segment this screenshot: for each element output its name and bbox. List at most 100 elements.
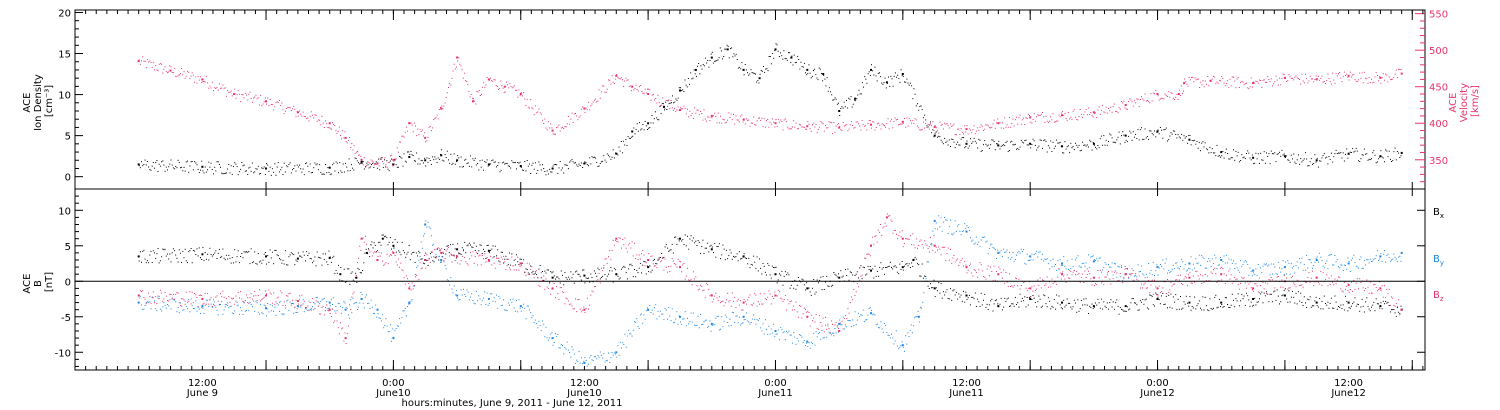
density-ytick-label: 15 (58, 50, 71, 61)
density-point (885, 81, 888, 84)
density-point (487, 163, 490, 166)
by-point (1379, 255, 1382, 258)
by-point (1188, 262, 1191, 265)
bx-point (997, 305, 1000, 308)
velocity-point (360, 158, 363, 161)
by-point (1061, 262, 1063, 265)
by-point (440, 259, 443, 261)
bx-point (551, 276, 554, 279)
bz-point (1347, 283, 1350, 286)
bx-point (456, 248, 459, 251)
velocity-scatter (138, 56, 1402, 168)
bx-point (296, 257, 299, 260)
by-point (424, 223, 427, 226)
density-point (1283, 155, 1286, 158)
bx-point (583, 274, 586, 277)
by-point (137, 301, 140, 304)
legend: Bx By Bz (1433, 207, 1444, 303)
velocity-point (583, 107, 586, 110)
by-point (615, 351, 618, 354)
xtick-time-label: 12:00 (188, 378, 217, 389)
bx-point (1283, 294, 1286, 297)
density-point (137, 163, 140, 166)
bz-point (487, 259, 490, 261)
bx-point (965, 294, 968, 297)
by-point (1283, 266, 1286, 269)
density-point (647, 122, 650, 125)
bx-point (1029, 298, 1032, 300)
density-point (265, 167, 267, 170)
xtick-time-label: 0:00 (382, 378, 404, 389)
by-point (360, 298, 363, 300)
bx-point (1061, 301, 1063, 304)
by-point (392, 337, 395, 340)
velocity-point (424, 136, 427, 139)
velocity-point (1124, 104, 1127, 106)
xtick-time-label: 12:00 (1334, 378, 1363, 389)
density-point (1252, 156, 1255, 159)
velocity-point (1315, 78, 1318, 81)
by-point (742, 315, 745, 318)
by-point (774, 330, 777, 332)
velocity-point (344, 136, 347, 139)
by-point (901, 344, 904, 347)
bz-point (901, 237, 904, 240)
velocity-point (774, 122, 777, 125)
density-point (1061, 145, 1063, 148)
bz-point (710, 294, 713, 297)
bx-point (201, 253, 204, 256)
bx-point (1347, 301, 1350, 304)
by-point (1400, 251, 1403, 254)
velocity-ytick-label: 400 (1429, 119, 1448, 130)
density-ytick-label: 0 (65, 173, 71, 184)
density-point (694, 68, 697, 71)
velocity-point (1347, 74, 1350, 77)
bx-point (365, 251, 368, 254)
velocity-point (1177, 93, 1180, 95)
bz-point (774, 294, 777, 297)
bz-point (1188, 276, 1191, 279)
bz-point (1156, 287, 1159, 290)
bz-point (615, 237, 618, 240)
velocity-point (1183, 82, 1186, 85)
bx-point (1188, 301, 1191, 304)
bx-point (1252, 298, 1255, 300)
velocity-point (440, 107, 443, 110)
field-ytick-label: 5 (65, 242, 71, 253)
bz-point (1092, 276, 1095, 279)
xtick-time-label: 0:00 (764, 378, 786, 389)
by-point (838, 322, 841, 325)
bx-point (487, 249, 490, 252)
velocity-point (1156, 93, 1159, 95)
density-ytick-label: 10 (58, 91, 71, 102)
by-point (296, 305, 299, 308)
by-point (933, 219, 936, 222)
bz-point (885, 216, 888, 219)
velocity-point (1209, 79, 1212, 82)
by-point (965, 230, 968, 233)
legend-bz: Bz (1433, 290, 1444, 303)
bz-point (742, 301, 745, 304)
by-scatter (138, 215, 1402, 367)
density-point (726, 48, 729, 51)
bz-point (679, 266, 681, 269)
velocity-point (376, 162, 379, 165)
bz-point (137, 294, 140, 297)
by-point (201, 305, 204, 308)
velocity-point (137, 60, 140, 63)
velocity-point (647, 93, 650, 95)
velocity-point (408, 122, 411, 125)
by-point (265, 307, 267, 310)
velocity-point (1092, 111, 1095, 114)
density-point (774, 48, 777, 51)
by-point (917, 315, 920, 318)
density-point (615, 152, 618, 155)
by-point (487, 298, 490, 300)
velocity-point (201, 78, 204, 81)
velocity-point (1029, 116, 1032, 119)
bx-point (355, 276, 358, 279)
bx-point (328, 256, 331, 259)
velocity-point (679, 109, 681, 112)
bx-point (1092, 305, 1095, 308)
field-ytick-label: 10 (58, 206, 71, 217)
